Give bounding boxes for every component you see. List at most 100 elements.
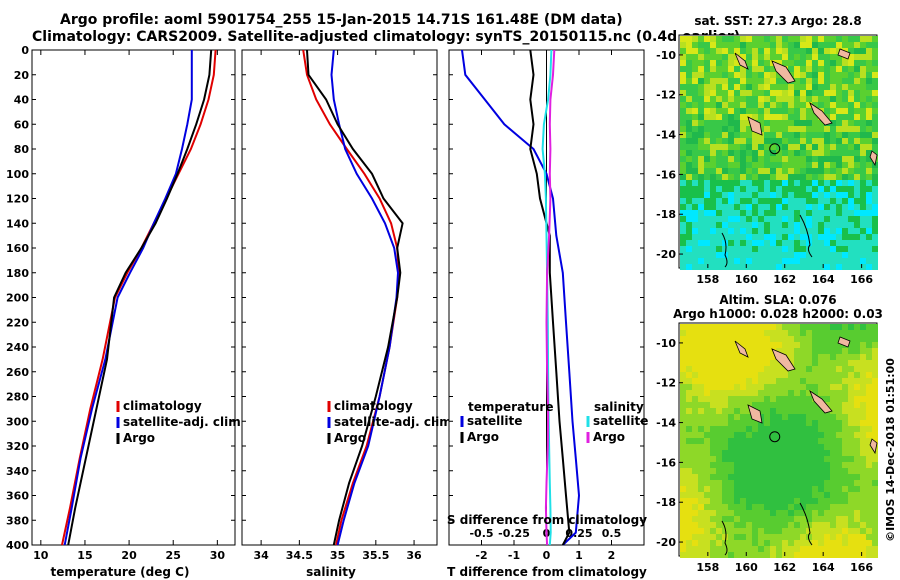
map-cell <box>842 216 848 222</box>
map-cell <box>740 420 746 426</box>
map-cell <box>848 444 854 450</box>
map-cell <box>776 528 782 534</box>
y-tick-label: 220 <box>6 316 29 329</box>
map-cell <box>794 66 800 72</box>
map-cell <box>704 528 710 534</box>
map-cell <box>752 552 758 558</box>
map-cell <box>812 414 818 420</box>
map-cell <box>806 324 812 330</box>
map-cell <box>734 396 740 402</box>
map-cell <box>758 60 764 66</box>
map-cell <box>824 342 830 348</box>
map-cell <box>680 414 686 420</box>
map-cell <box>746 186 752 192</box>
map-cell <box>770 354 776 360</box>
map-cell <box>794 72 800 78</box>
map-cell <box>692 174 698 180</box>
map-cell <box>704 120 710 126</box>
map-cell <box>680 468 686 474</box>
map-cell <box>704 204 710 210</box>
map-cell <box>872 474 878 480</box>
map-cell <box>800 456 806 462</box>
map-cell <box>800 234 806 240</box>
map-cell <box>824 486 830 492</box>
map-cell <box>722 330 728 336</box>
map-cell <box>776 72 782 78</box>
map-cell <box>854 204 860 210</box>
map-cell <box>686 60 692 66</box>
map-cell <box>860 480 866 486</box>
map-cell <box>800 138 806 144</box>
x-tick-label: 160 <box>735 561 758 574</box>
map-cell <box>686 468 692 474</box>
map-cell <box>848 168 854 174</box>
map-cell <box>782 528 788 534</box>
map-cell <box>860 552 866 558</box>
map-cell <box>758 78 764 84</box>
map-cell <box>704 48 710 54</box>
y-tick-label: -14 <box>656 417 676 430</box>
map-cell <box>758 456 764 462</box>
map-cell <box>848 216 854 222</box>
map-cell <box>794 138 800 144</box>
map-cell <box>836 432 842 438</box>
y-tick-label: 260 <box>6 366 29 379</box>
map-cell <box>794 384 800 390</box>
map-cell <box>728 348 734 354</box>
map-cell <box>722 258 728 264</box>
map-cell <box>704 126 710 132</box>
map-cell <box>710 420 716 426</box>
map-cell <box>698 48 704 54</box>
map-cell <box>758 72 764 78</box>
map-cell <box>854 162 860 168</box>
map-cell <box>866 252 872 258</box>
map-cell <box>842 498 848 504</box>
map-cell <box>692 222 698 228</box>
map-cell <box>854 120 860 126</box>
map-cell <box>818 378 824 384</box>
map-cell <box>698 534 704 540</box>
map-cell <box>794 456 800 462</box>
map-cell <box>842 456 848 462</box>
map-cell <box>752 468 758 474</box>
map-cell <box>680 372 686 378</box>
map-cell <box>698 384 704 390</box>
map-cell <box>764 498 770 504</box>
map-cell <box>758 138 764 144</box>
map-cell <box>800 546 806 552</box>
y-tick-label: -18 <box>656 208 676 221</box>
map-cell <box>866 246 872 252</box>
map-cell <box>770 330 776 336</box>
map-cell <box>782 192 788 198</box>
map-cell <box>752 114 758 120</box>
map-cell <box>752 180 758 186</box>
map-cell <box>824 498 830 504</box>
map-cell <box>818 72 824 78</box>
map-cell <box>842 90 848 96</box>
x-tick-label: 166 <box>850 561 873 574</box>
map-cell <box>764 198 770 204</box>
map-cell <box>824 150 830 156</box>
map-cell <box>692 390 698 396</box>
map-cell <box>782 540 788 546</box>
map-cell <box>770 414 776 420</box>
map-cell <box>854 468 860 474</box>
map-cell <box>686 120 692 126</box>
map-cell <box>710 192 716 198</box>
map-cell <box>758 546 764 552</box>
map-cell <box>824 234 830 240</box>
map-cell <box>764 522 770 528</box>
map-cell <box>794 252 800 258</box>
map-cell <box>686 540 692 546</box>
map-cell <box>830 114 836 120</box>
map-cell <box>680 258 686 264</box>
map-cell <box>764 264 770 270</box>
map-cell <box>788 498 794 504</box>
map-cell <box>848 78 854 84</box>
map-cell <box>782 240 788 246</box>
map-cell <box>728 378 734 384</box>
map-cell <box>746 528 752 534</box>
map-cell <box>860 378 866 384</box>
map-cell <box>872 132 878 138</box>
map-cell <box>770 432 776 438</box>
